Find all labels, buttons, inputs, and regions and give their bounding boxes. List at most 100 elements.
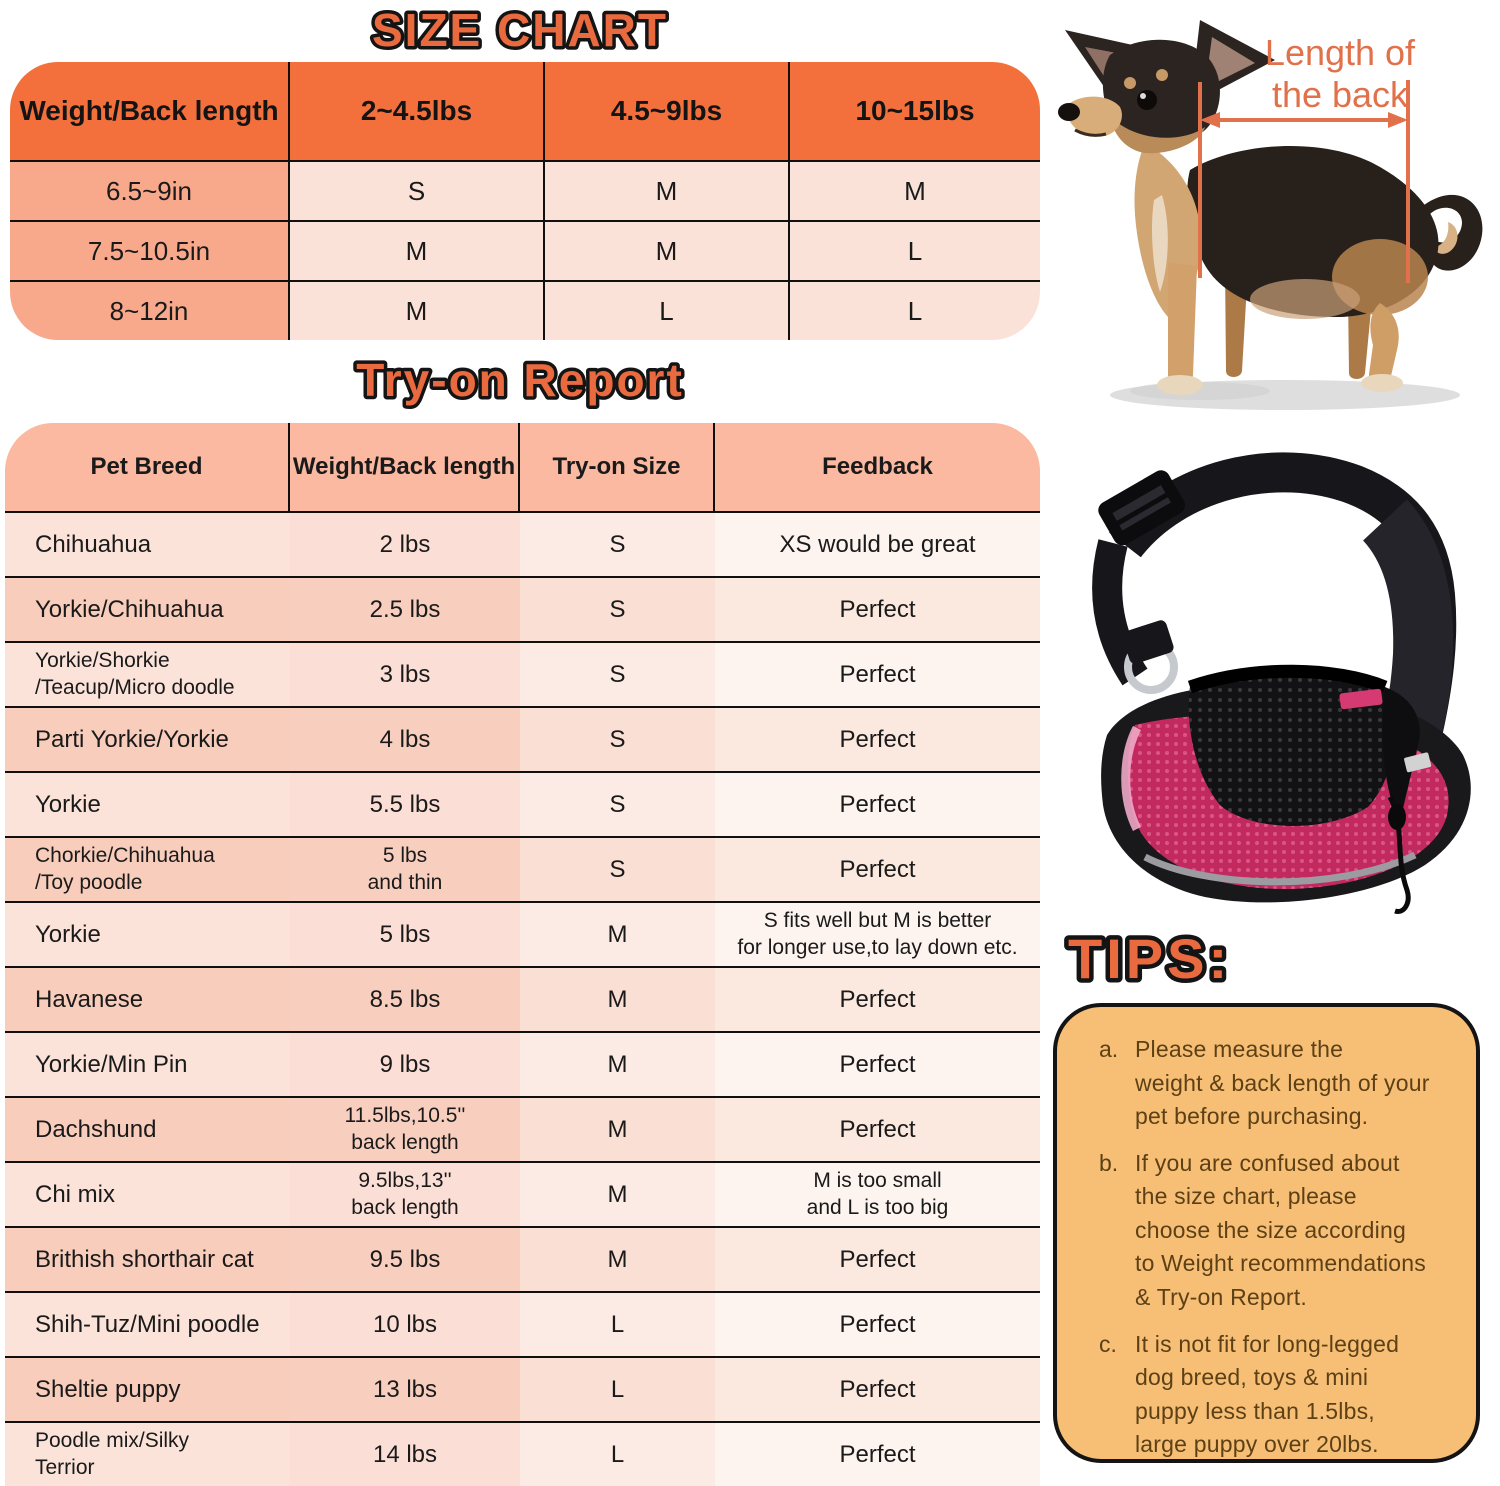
tip-text: It is not fit for long-legged dog breed,… xyxy=(1135,1330,1400,1458)
feedback-cell: Perfect xyxy=(715,1356,1040,1421)
tryon-size-cell: M xyxy=(520,1226,715,1291)
feedback-cell: Perfect xyxy=(715,1421,1040,1486)
size-chart-title: SIZE CHART xyxy=(369,1,670,60)
tryon-size-cell: S xyxy=(520,836,715,901)
tryon-report-table: Pet Breed Weight/Back length Try-on Size Fe… xyxy=(5,423,1040,1486)
pet-breed-cell: Yorkie/Shorkie /Teacup/Micro doodle xyxy=(5,641,290,706)
pet-breed-cell: Yorkie/Min Pin xyxy=(5,1031,290,1096)
dog-front-leg xyxy=(1168,263,1197,384)
size-chart-column-header: 2~4.5lbs xyxy=(290,62,545,160)
size-value-cell: M xyxy=(790,160,1040,220)
size-value-cell: L xyxy=(790,280,1040,340)
weight-back-length-cell: 14 lbs xyxy=(290,1421,520,1486)
pet-breed-cell: Havanese xyxy=(5,966,290,1031)
dog-muzzle xyxy=(1068,96,1122,137)
pet-breed-cell: Chi mix xyxy=(5,1161,290,1226)
size-chart-column-header: Weight/Back length xyxy=(10,62,290,160)
tryon-size-cell: L xyxy=(520,1291,715,1356)
pet-breed-cell: Poodle mix/Silky Terrior xyxy=(5,1421,290,1486)
pet-breed-cell: Dachshund xyxy=(5,1096,290,1161)
weight-back-length-cell: 11.5lbs,10.5'' back length xyxy=(290,1096,520,1161)
back-length-cell: 6.5~9in xyxy=(10,160,290,220)
pet-breed-cell: Yorkie xyxy=(5,771,290,836)
pet-breed-cell: Shih-Tuz/Mini poodle xyxy=(5,1291,290,1356)
dog-photo: Length of the back xyxy=(1058,20,1483,410)
size-value-cell: M xyxy=(545,160,790,220)
tryon-size-cell: S xyxy=(520,706,715,771)
tryon-size-cell: M xyxy=(520,901,715,966)
weight-back-length-cell: 9 lbs xyxy=(290,1031,520,1096)
pet-breed-cell: Chihuahua xyxy=(5,511,290,576)
feedback-cell: Perfect xyxy=(715,771,1040,836)
tip-label: c. xyxy=(1099,1330,1117,1357)
dog-rear-leg xyxy=(1368,303,1399,383)
back-length-cell: 8~12in xyxy=(10,280,290,340)
tryon-size-cell: S xyxy=(520,641,715,706)
weight-back-length-cell: 8.5 lbs xyxy=(290,966,520,1031)
weight-back-length-cell: 9.5lbs,13'' back length xyxy=(290,1161,520,1226)
pet-breed-cell: Chorkie/Chihuahua /Toy poodle xyxy=(5,836,290,901)
feedback-cell: Perfect xyxy=(715,966,1040,1031)
size-value-cell: M xyxy=(290,280,545,340)
tryon-size-cell: M xyxy=(520,966,715,1031)
size-value-cell: M xyxy=(545,220,790,280)
size-value-cell: M xyxy=(290,220,545,280)
feedback-cell: XS would be great xyxy=(715,511,1040,576)
feedback-cell: Perfect xyxy=(715,1096,1040,1161)
tip-label: b. xyxy=(1099,1149,1119,1176)
weight-back-length-cell: 3 lbs xyxy=(290,641,520,706)
feedback-cell: M is too small and L is too big xyxy=(715,1161,1040,1226)
tip-label: a. xyxy=(1099,1036,1119,1062)
bag-buckle xyxy=(1098,470,1185,546)
size-value-cell: S xyxy=(290,160,545,220)
pet-breed-cell: Yorkie/Chihuahua xyxy=(5,576,290,641)
tip-text: Please measure the weight & back length … xyxy=(1135,1036,1430,1130)
size-chart-table: Weight/Back length 2~4.5lbs 4.5~9lbs 10~15l… xyxy=(10,62,1040,340)
pet-breed-cell: Parti Yorkie/Yorkie xyxy=(5,706,290,771)
pet-breed-column-header: Pet Breed xyxy=(5,423,290,511)
tryon-size-cell: S xyxy=(520,511,715,576)
tryon-size-cell: S xyxy=(520,771,715,836)
tips-box: a. Please measure the weight & back leng… xyxy=(1053,1003,1480,1463)
feedback-cell: Perfect xyxy=(715,1226,1040,1291)
tip-text: If you are confused about the size chart… xyxy=(1135,1149,1426,1311)
bag-gray-tag xyxy=(1404,752,1432,773)
pet-breed-cell: Yorkie xyxy=(5,901,290,966)
size-value-cell: L xyxy=(545,280,790,340)
sling-bag-photo xyxy=(1092,452,1471,914)
feedback-cell: Perfect xyxy=(715,706,1040,771)
weight-back-length-cell: 2.5 lbs xyxy=(290,576,520,641)
feedback-cell: Perfect xyxy=(715,1031,1040,1096)
feedback-cell: Perfect xyxy=(715,836,1040,901)
feedback-cell: S fits well but M is better for longer u… xyxy=(715,901,1040,966)
back-length-cell: 7.5~10.5in xyxy=(10,220,290,280)
feedback-column-header: Feedback xyxy=(715,423,1040,511)
tryon-report-title-text: Try-on Report xyxy=(356,354,684,406)
size-chart-column-header: 4.5~9lbs xyxy=(545,62,790,160)
weight-back-length-cell: 5 lbs xyxy=(290,901,520,966)
dog-eye xyxy=(1137,90,1157,110)
tryon-size-cell: L xyxy=(520,1421,715,1486)
weight-back-length-cell: 4 lbs xyxy=(290,706,520,771)
tryon-size-cell: M xyxy=(520,1096,715,1161)
tip-item-a: a. Please measure the weight & back leng… xyxy=(1099,1033,1460,1134)
tips-title-text: TIPS: xyxy=(1068,927,1231,990)
tip-item-b: b. If you are confused about the size ch… xyxy=(1099,1147,1460,1315)
feedback-cell: Perfect xyxy=(715,576,1040,641)
weight-back-length-cell: 5 lbs and thin xyxy=(290,836,520,901)
feedback-cell: Perfect xyxy=(715,1291,1040,1356)
tryon-size-cell: S xyxy=(520,576,715,641)
size-chart-title-text: SIZE CHART xyxy=(372,4,668,56)
dog-head xyxy=(1102,39,1220,147)
weight-back-length-cell: 5.5 lbs xyxy=(290,771,520,836)
tryon-size-cell: M xyxy=(520,1031,715,1096)
size-chart-column-header: 10~15lbs xyxy=(790,62,1040,160)
pet-breed-cell: Brithish shorthair cat xyxy=(5,1226,290,1291)
tip-item-c: c. It is not fit for long-legged dog bre… xyxy=(1099,1328,1460,1462)
weight-back-length-column-header: Weight/Back length xyxy=(290,423,520,511)
back-length-measure-lines xyxy=(1198,80,1410,283)
back-length-caption-line2: the back xyxy=(1272,74,1409,115)
bag-pocket-flap xyxy=(1382,687,1420,821)
tryon-size-cell: L xyxy=(520,1356,715,1421)
